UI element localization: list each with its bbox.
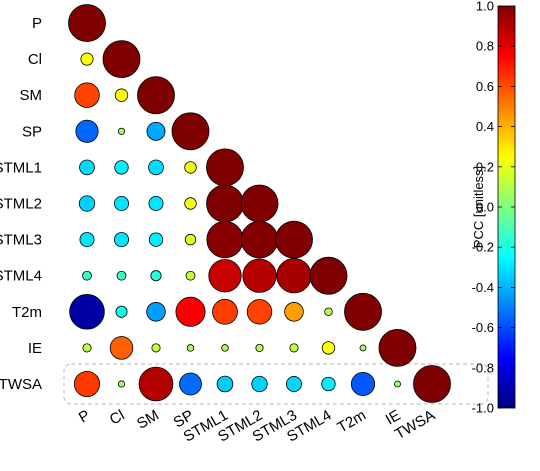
colorbar-tick-label: 0.8 (476, 39, 494, 54)
cell-stml3-cl (114, 232, 129, 248)
cell-ie-stml3 (289, 343, 299, 353)
cell-stml4-stml4 (309, 256, 348, 295)
cell-stml1-sp (184, 161, 197, 174)
cell-stml2-sp (184, 197, 197, 210)
cell-stml4-stml3 (276, 258, 312, 294)
cell-cl-p (80, 52, 94, 66)
cell-t2m-stml2 (246, 299, 273, 325)
colorbar-title: PCC [unitless] (471, 166, 486, 248)
cell-twsa-stml1 (216, 375, 234, 393)
colorbar-tick-label: -0.8 (472, 360, 494, 375)
cell-twsa-ie (394, 380, 401, 388)
cell-stml3-stml2 (240, 220, 279, 259)
cell-stml1-cl (114, 160, 129, 175)
cell-stml1-sm (148, 159, 164, 176)
y-label-p: P (32, 15, 42, 32)
cell-stml1-p (79, 159, 95, 176)
cell-ie-sm (151, 343, 161, 353)
cell-sp-sp (171, 112, 210, 151)
cell-twsa-stml3 (286, 376, 302, 392)
y-label-stml2: STML2 (0, 196, 42, 213)
colorbar-tick-label: 0.6 (476, 79, 494, 94)
y-label-cl: Cl (28, 51, 42, 68)
x-label-cl: Cl (107, 407, 128, 429)
colorbar-tick-label: -0.4 (472, 280, 494, 295)
cell-stml2-stml2 (240, 184, 279, 223)
cell-stml3-sm (148, 232, 164, 247)
cell-stml1-stml1 (206, 148, 244, 187)
y-label-stml3: STML3 (0, 232, 42, 249)
y-label-twsa: TWSA (0, 376, 42, 393)
cell-sm-cl (114, 88, 129, 102)
colorbar-tick-label: -0.6 (472, 320, 494, 335)
cell-stml3-stml3 (275, 220, 313, 259)
cell-t2m-stml3 (284, 302, 304, 322)
cell-sm-sm (137, 76, 175, 115)
cell-twsa-p (73, 370, 101, 398)
y-label-sm: SM (20, 87, 43, 104)
cell-t2m-stml4 (324, 307, 333, 317)
cell-ie-t2m (359, 344, 367, 352)
cell-stml2-stml1 (206, 184, 244, 223)
cell-twsa-cl (117, 380, 126, 388)
cell-stml4-stml2 (242, 258, 277, 293)
cell-stml2-cl (114, 196, 129, 211)
x-label-twsa: TWSA (392, 407, 438, 443)
cell-stml3-p (79, 232, 95, 248)
colorbar-tick-label: -0.2 (472, 240, 494, 255)
cell-twsa-sp (179, 372, 202, 396)
colorbar-tick-label: -1.0 (472, 401, 494, 416)
x-label-t2m: T2m (335, 407, 369, 437)
cell-ie-ie (378, 328, 417, 367)
cell-twsa-twsa (413, 365, 451, 403)
cell-stml3-stml1 (206, 221, 244, 259)
cell-stml3-sp (184, 233, 197, 246)
cell-ie-stml1 (221, 344, 229, 352)
cell-stml2-p (78, 195, 96, 212)
cell-t2m-stml1 (212, 298, 238, 325)
y-label-stml4: STML4 (0, 268, 42, 285)
cell-stml4-sp (185, 270, 196, 281)
y-label-sp: SP (22, 123, 42, 140)
y-label-ie: IE (28, 340, 42, 357)
cell-ie-stml2 (255, 343, 264, 352)
cell-stml2-sm (148, 196, 164, 211)
cell-sp-p (75, 119, 99, 143)
cell-stml4-cl (116, 270, 127, 281)
cell-sp-sm (146, 121, 166, 141)
cell-t2m-sp (175, 296, 206, 327)
cell-t2m-sm (146, 302, 166, 322)
cell-cl-cl (102, 40, 141, 78)
cell-ie-stml4 (321, 341, 336, 355)
x-label-sm: SM (134, 407, 162, 433)
cell-twsa-stml2 (251, 375, 268, 393)
cell-stml4-stml1 (208, 259, 242, 293)
cell-stml4-p (82, 270, 92, 281)
x-label-p: P (76, 407, 93, 427)
cell-twsa-t2m (350, 371, 376, 397)
colorbar-tick-label: 1.0 (476, 0, 494, 14)
cell-t2m-p (69, 294, 105, 330)
cell-ie-p (82, 343, 92, 353)
cell-twsa-stml4 (321, 376, 336, 392)
cell-sm-p (74, 82, 100, 108)
highlight-box-twsa (63, 363, 489, 405)
cell-twsa-sm (138, 366, 174, 402)
colorbar-tick-label: 0.0 (476, 200, 494, 215)
cell-p-p (68, 4, 106, 42)
cell-stml4-sm (150, 270, 162, 282)
cell-sp-cl (117, 127, 126, 135)
cell-ie-cl (109, 336, 134, 360)
cell-ie-sp (186, 344, 195, 352)
y-label-t2m: T2m (12, 304, 42, 321)
cell-t2m-t2m (344, 292, 382, 331)
y-label-stml1: STML1 (0, 159, 42, 176)
colorbar-tick-label: 0.2 (476, 159, 494, 174)
colorbar-tick-label: 0.4 (476, 119, 494, 134)
cell-t2m-cl (115, 305, 128, 318)
